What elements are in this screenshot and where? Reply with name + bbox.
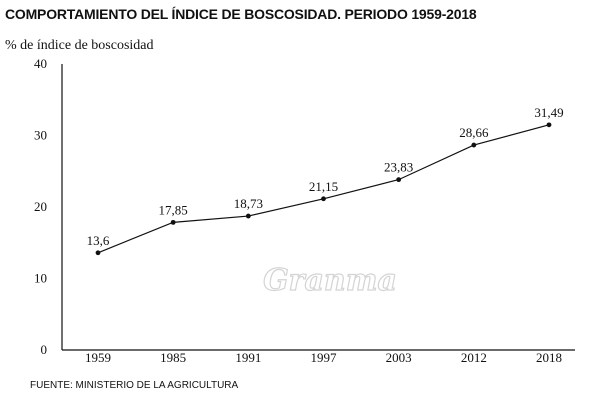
data-point: [170, 219, 176, 225]
axes: [61, 64, 575, 351]
watermark-logo: Granma: [263, 263, 397, 298]
x-tick-label: 2018: [536, 350, 562, 365]
y-tick-labels: 0 10 20 30 40: [34, 56, 47, 357]
data-label: 23,83: [384, 160, 413, 175]
data-point: [396, 177, 402, 183]
data-label: 13,6: [87, 233, 110, 248]
data-label: 18,73: [234, 196, 263, 211]
x-tick-labels: 1959 1985 1991 1997 2003 2012 2018: [85, 350, 562, 365]
data-point: [546, 122, 552, 128]
data-label: 28,66: [459, 125, 489, 140]
x-tick-label: 1959: [85, 350, 111, 365]
x-tick-label: 1985: [160, 350, 186, 365]
chart-title: COMPORTAMIENTO DEL ÍNDICE DE BOSCOSIDAD.…: [5, 6, 477, 22]
data-point: [245, 213, 251, 219]
y-tick-label: 40: [34, 56, 47, 71]
data-point: [95, 250, 101, 256]
data-point: [471, 142, 477, 148]
data-label: 31,49: [534, 105, 563, 120]
x-tick-label: 1997: [311, 350, 338, 365]
data-point: [321, 196, 326, 202]
y-tick-label: 20: [34, 199, 47, 214]
x-tick-label: 2003: [386, 350, 412, 365]
x-tick-label: 1991: [235, 350, 261, 365]
y-tick-label: 10: [34, 271, 47, 286]
x-tick-label: 2012: [461, 350, 487, 365]
y-tick-label: 0: [41, 342, 48, 357]
data-labels: 13,6 17,85 18,73 21,15 23,83 28,66 31,49: [87, 105, 564, 248]
y-axis-label: % de índice de boscosidad: [5, 38, 154, 53]
data-label: 21,15: [309, 179, 338, 194]
data-label: 17,85: [159, 202, 188, 217]
source-note: FUENTE: MINISTERIO DE LA AGRICULTURA: [30, 380, 239, 391]
data-points: [95, 122, 552, 256]
y-tick-label: 30: [34, 128, 47, 143]
